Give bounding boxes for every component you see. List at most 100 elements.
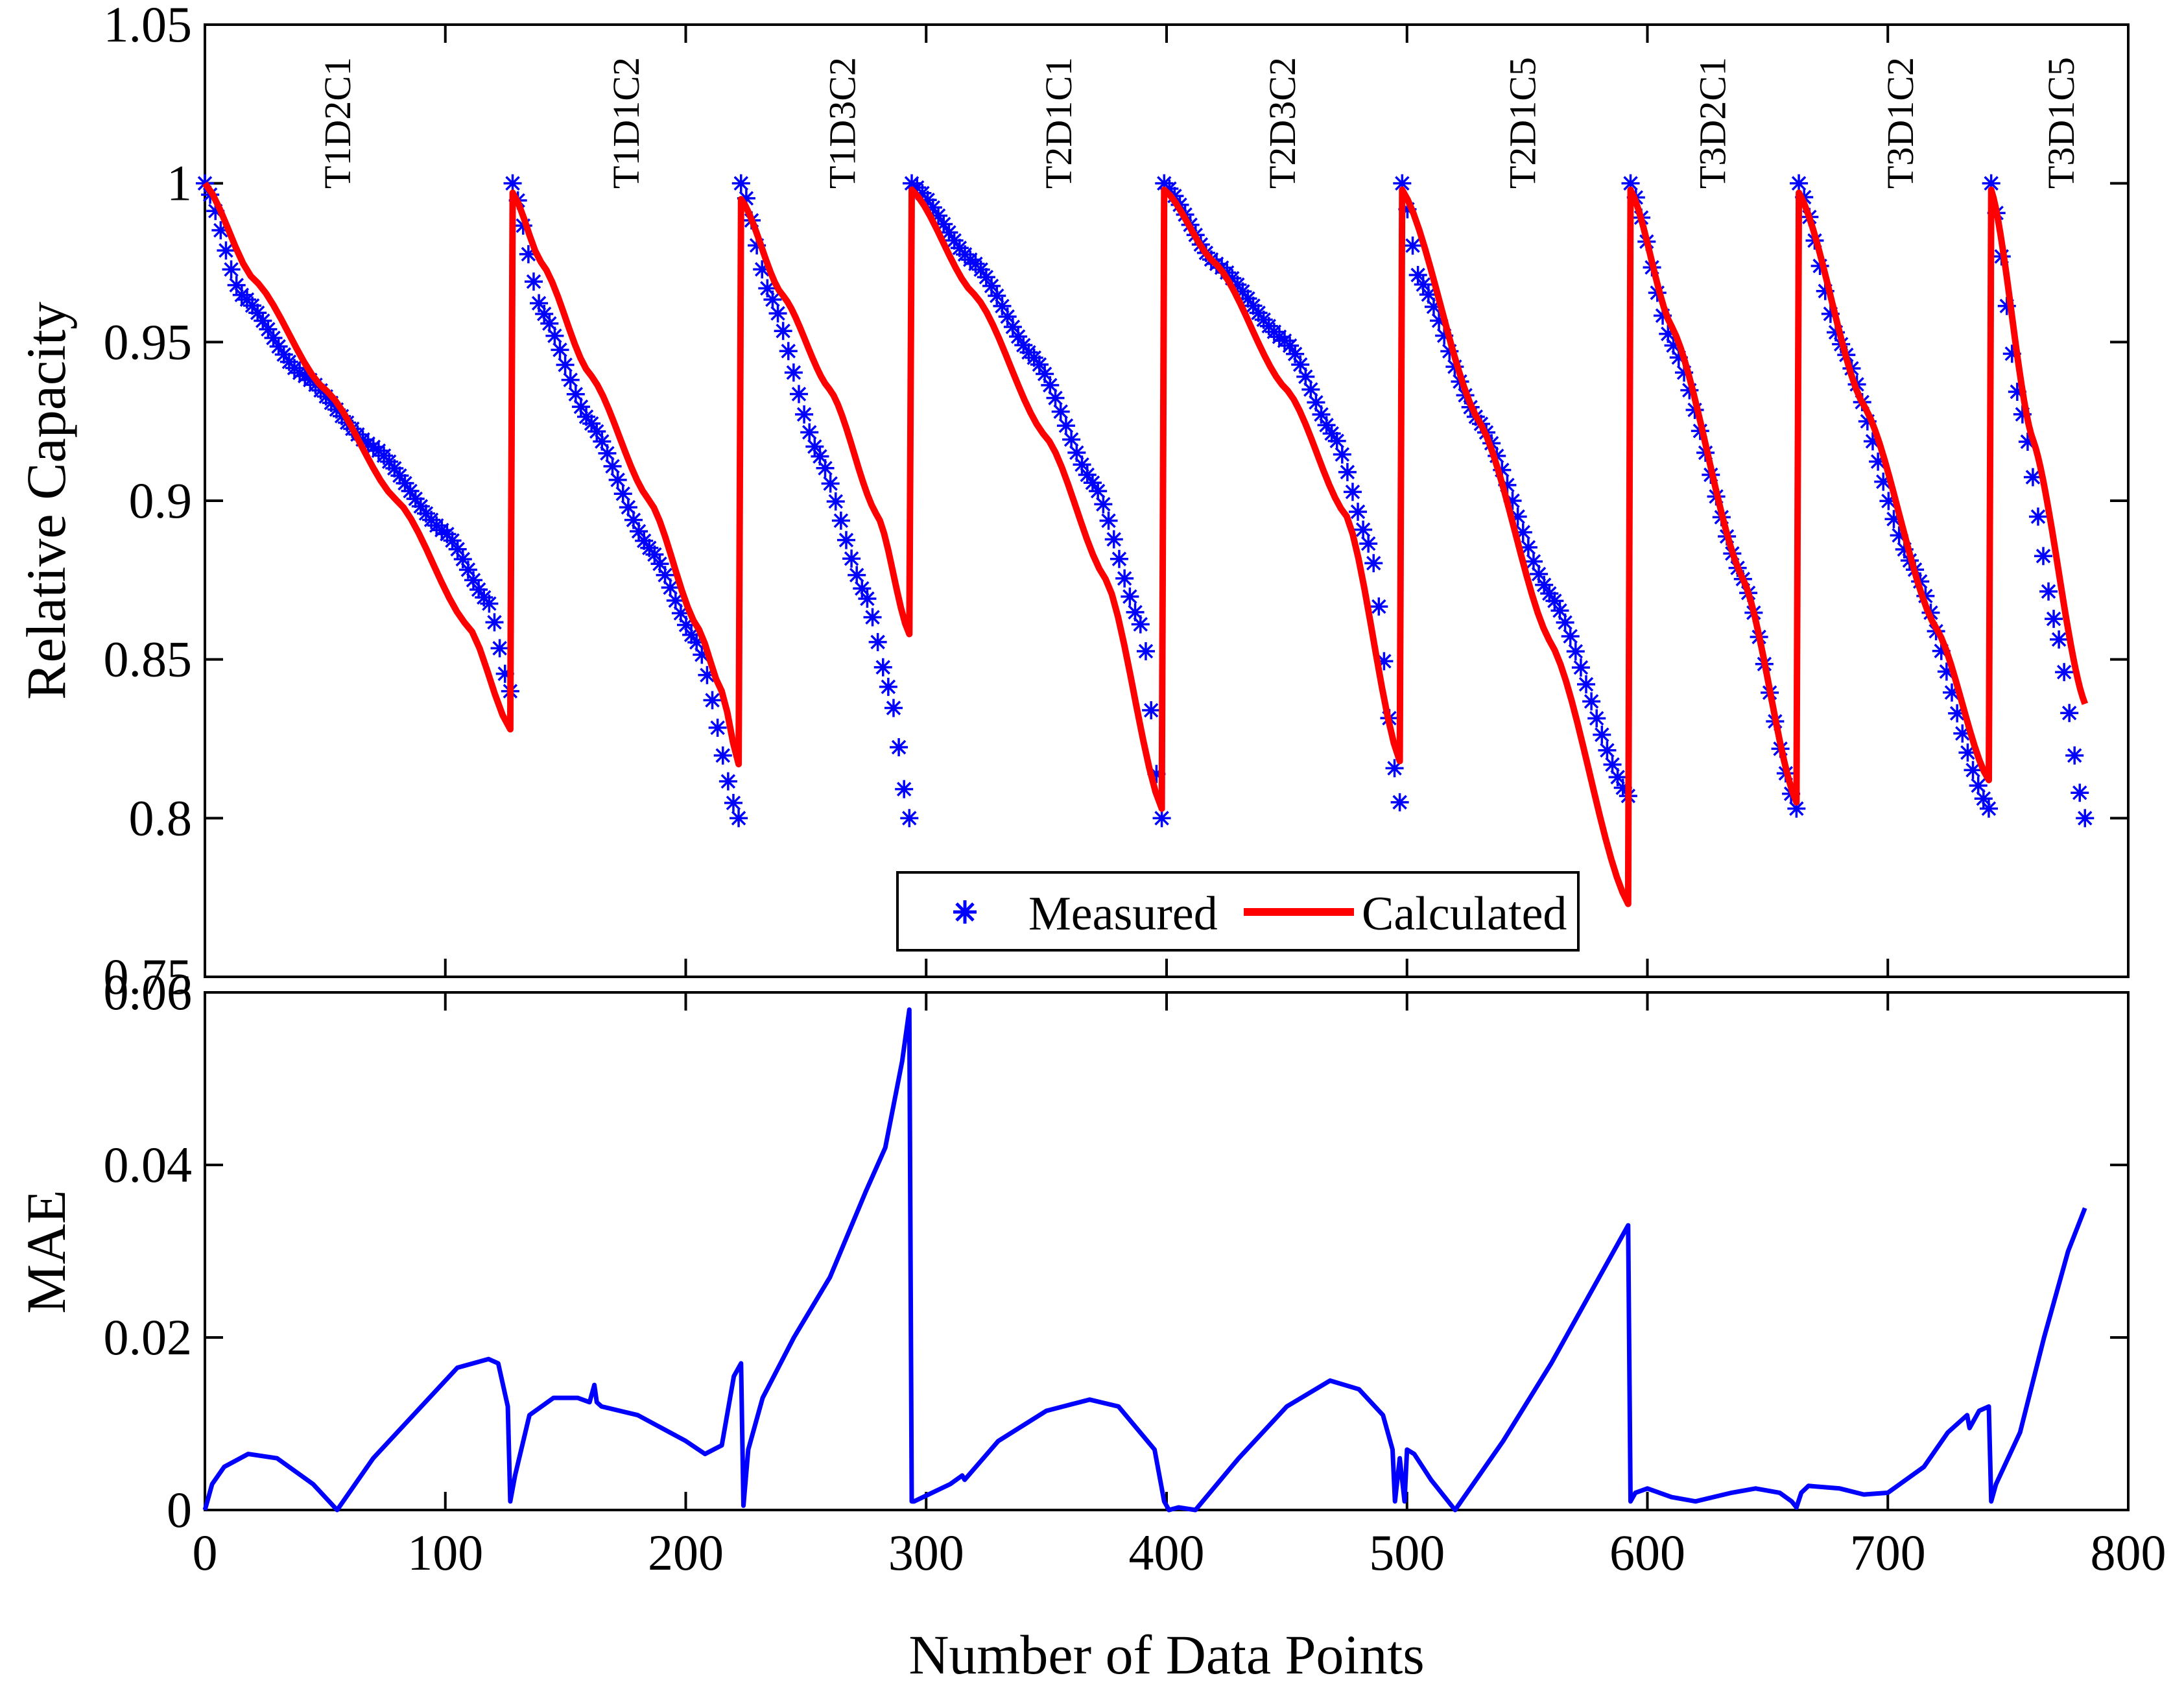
measured-point xyxy=(940,223,958,242)
legend-calculated-label: Calculated xyxy=(1362,887,1567,941)
top-y-tick-label: 0.9 xyxy=(129,472,193,529)
bottom-axes-frame xyxy=(204,991,2130,1511)
segment-label: T1D3C2 xyxy=(821,57,863,189)
measured-point xyxy=(873,658,892,677)
measured-point xyxy=(890,738,908,757)
x-tick-label: 700 xyxy=(1850,1524,1926,1581)
measured-point xyxy=(1333,445,1351,464)
measured-point xyxy=(1349,502,1368,521)
measured-point xyxy=(1152,809,1171,828)
legend-measured-label: Measured xyxy=(1028,887,1218,941)
measured-point xyxy=(524,272,543,291)
measured-point xyxy=(485,613,504,632)
measured-point xyxy=(503,174,522,193)
measured-point xyxy=(2060,704,2079,723)
measured-point xyxy=(1561,627,1580,645)
measured-point xyxy=(2028,507,2047,526)
measured-point xyxy=(1115,569,1134,588)
measured-point xyxy=(895,780,914,798)
measured-point xyxy=(1327,431,1346,450)
bottom-y-tick-label: 0 xyxy=(167,1481,192,1538)
measured-point xyxy=(708,718,727,737)
calculated-line xyxy=(202,181,2089,907)
measured-point xyxy=(1354,520,1373,539)
bottom-y-axis-label: MAE xyxy=(15,1190,77,1313)
top-y-tick-label: 1.05 xyxy=(104,0,193,53)
measured-point xyxy=(884,699,903,717)
legend: Measured Calculated xyxy=(896,871,1580,952)
bottom-y-tick-label: 0.06 xyxy=(104,964,193,1020)
bottom-ticks: 0 100 200 300 400 500 600 700 800 0 0.02 0.04 0.06 xyxy=(104,964,2166,1581)
measured-point xyxy=(842,549,861,568)
top-y-tick-label: 0.75 xyxy=(104,948,193,1005)
x-tick-label: 500 xyxy=(1369,1524,1445,1581)
measured-point xyxy=(1593,725,1611,744)
measured-point xyxy=(464,571,483,590)
measured-point xyxy=(551,341,569,359)
measured-point xyxy=(603,457,622,475)
measured-point xyxy=(556,355,575,374)
measured-point xyxy=(868,632,887,651)
measured-point xyxy=(2050,630,2069,649)
measured-point xyxy=(2071,784,2089,802)
measured-point xyxy=(731,174,750,193)
measured-point xyxy=(1046,389,1065,407)
segment-label: T2D1C5 xyxy=(1502,57,1544,189)
measured-point xyxy=(1621,174,1640,193)
segment-label: T1D1C2 xyxy=(605,57,647,189)
measured-point xyxy=(1051,402,1070,421)
segment-label: T3D2C1 xyxy=(1692,57,1734,189)
measured-point xyxy=(1577,675,1596,694)
measured-point xyxy=(2023,468,2042,486)
measured-point xyxy=(2055,663,2074,682)
measured-point xyxy=(1110,549,1128,568)
top-y-tick-label: 0.95 xyxy=(104,313,193,370)
x-tick-label: 200 xyxy=(648,1524,724,1581)
measured-point xyxy=(724,793,742,812)
measured-point xyxy=(826,492,845,511)
bottom-y-tick-label: 0.04 xyxy=(104,1136,193,1193)
x-tick-label: 400 xyxy=(1129,1524,1205,1581)
measured-point xyxy=(1094,495,1113,514)
measured-point xyxy=(1787,799,1806,818)
measured-point xyxy=(613,485,632,503)
measured-point xyxy=(2039,582,2058,601)
top-axes-frame xyxy=(204,23,2130,978)
top-ticks: 0.75 0.8 0.85 0.9 0.95 1 1.05 xyxy=(104,0,2130,1005)
measured-point xyxy=(1587,709,1606,728)
measured-point xyxy=(1790,174,1809,193)
bottom-panel: 0 100 200 300 400 500 600 700 800 0 0.02 0.04 0.06 M… xyxy=(15,964,2166,1686)
measured-point xyxy=(831,511,850,530)
measured-point xyxy=(2034,547,2053,566)
measured-point xyxy=(763,290,782,309)
segment-label: T2D3C2 xyxy=(1261,57,1303,189)
measured-point xyxy=(2045,610,2063,629)
segment-label: T1D2C1 xyxy=(316,57,359,189)
top-segment-labels: T1D2C1 T1D1C2 T1D3C2 T2D1C1 T2D3C2 T2D1C5 T3D2… xyxy=(316,57,2082,189)
calculated-series xyxy=(202,181,2089,907)
measured-point xyxy=(2076,809,2095,828)
legend-measured-marker xyxy=(953,900,977,924)
segment-label: T3D1C2 xyxy=(1879,57,1921,189)
measured-point xyxy=(1598,741,1617,760)
measured-point xyxy=(490,639,509,658)
measured-point xyxy=(2065,746,2084,765)
measured-point xyxy=(900,809,919,828)
measured-point xyxy=(795,405,814,424)
measured-point xyxy=(1370,597,1388,616)
measured-point xyxy=(1964,761,1982,780)
measured-point xyxy=(858,590,877,608)
measured-point xyxy=(561,370,580,389)
measured-point xyxy=(879,677,897,696)
measured-point xyxy=(608,470,627,489)
measured-point xyxy=(768,304,787,323)
measured-point xyxy=(1556,613,1574,632)
measured-point xyxy=(789,385,808,403)
measured-point xyxy=(1343,483,1362,501)
measured-point xyxy=(837,531,855,549)
measured-point xyxy=(1393,174,1412,193)
mae-line xyxy=(202,1007,2087,1513)
x-tick-label: 600 xyxy=(1609,1524,1685,1581)
measured-point xyxy=(784,363,803,382)
